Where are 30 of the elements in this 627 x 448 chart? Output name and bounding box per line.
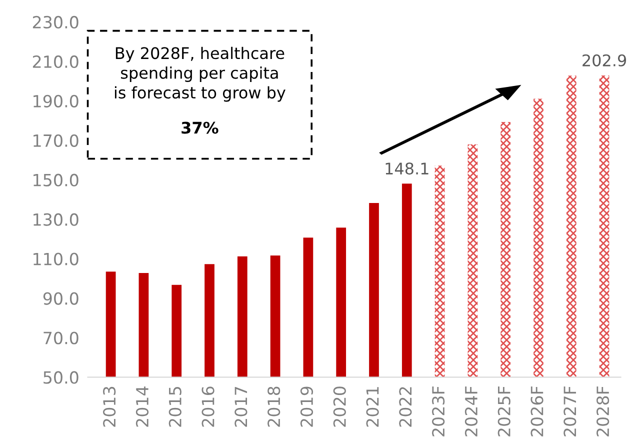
x-tick-label: 2016	[202, 386, 214, 427]
x-tick-label: 2028F	[596, 386, 610, 436]
y-tick-label: 110.0	[34, 252, 78, 266]
y-tick-label: 170.0	[34, 134, 78, 147]
data-label: 202.9	[582, 54, 626, 66]
x-tick-label: 2015	[168, 387, 182, 427]
x-tick-label: 2026F	[530, 386, 544, 436]
y-tick-label: 50.0	[44, 371, 78, 384]
y-tick-label: 190.0	[34, 94, 78, 108]
y-tick-label: 130.0	[34, 213, 78, 226]
y-tick-label: 70.0	[44, 332, 78, 344]
y-tick-label: 210.0	[32, 55, 78, 68]
annotation: 37%	[182, 122, 218, 134]
x-tick-label: 2022	[399, 387, 412, 427]
x-tick-label: 2027F	[564, 386, 576, 436]
x-tick-label: 2018	[268, 386, 280, 427]
x-tick-label: 2020	[333, 386, 346, 427]
y-tick-label: 90.0	[43, 292, 78, 305]
x-tick-label: 2021	[366, 387, 379, 427]
x-tick-label: 2025F	[498, 386, 510, 436]
annotation: By 2028F, healthcare spending per capita is forecast to grow by	[114, 46, 286, 102]
x-tick-label: 2024F	[464, 386, 478, 436]
x-tick-label: 2014	[136, 386, 149, 427]
data-label: 148.1	[386, 162, 428, 175]
x-tick-label: 2019	[300, 386, 314, 427]
x-tick-label: 2023F	[432, 386, 445, 436]
y-tick-label: 230.0	[32, 16, 78, 29]
x-tick-label: 2013	[103, 386, 116, 427]
x-tick-label: 2017	[234, 386, 248, 427]
y-tick-label: 150.0	[34, 174, 78, 186]
